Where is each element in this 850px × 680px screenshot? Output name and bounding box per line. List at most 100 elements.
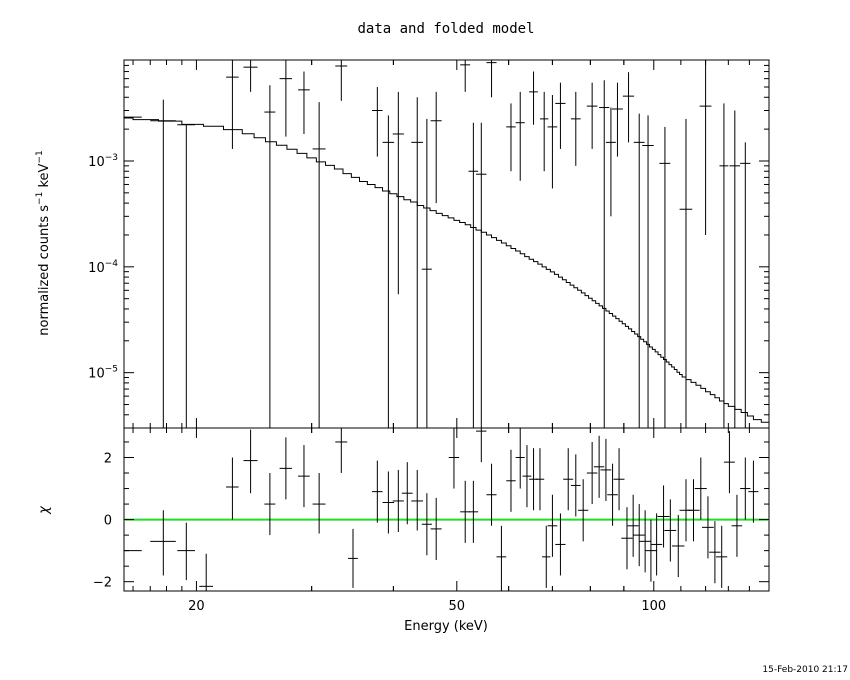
y-tick-label: 10−3 <box>88 153 118 170</box>
residual-point <box>687 479 700 542</box>
data-point <box>411 97 424 428</box>
residual-point <box>633 504 645 567</box>
data-point <box>177 124 196 428</box>
y-tick-base: 10 <box>88 155 105 170</box>
bottom-panel-frame <box>123 427 770 592</box>
residual-point <box>382 471 395 534</box>
residual-point <box>542 525 551 588</box>
data-point <box>605 107 616 217</box>
data-point <box>460 60 471 92</box>
data-point <box>150 99 176 428</box>
residual-data-points <box>123 428 759 591</box>
timestamp: 15-Feb-2010 21:17 <box>762 665 848 675</box>
data-point <box>611 82 623 157</box>
residual-point <box>335 428 348 474</box>
chart-title: data and folded model <box>357 21 534 37</box>
residual-point <box>702 496 714 559</box>
residual-point <box>586 441 598 505</box>
residual-point <box>716 525 728 588</box>
data-point <box>312 102 326 428</box>
x-tick-label: 100 <box>641 599 666 614</box>
data-point <box>392 91 404 295</box>
residual-point <box>448 428 460 489</box>
residual-point <box>627 494 639 557</box>
residual-point <box>547 494 558 557</box>
folded-model-line <box>124 117 769 423</box>
x-tick-labels: 20 50 100 <box>188 599 666 614</box>
residual-point <box>563 448 574 511</box>
residual-point <box>421 493 432 556</box>
top-y-axis-label: normalized counts s−1 keV−1 <box>35 150 52 335</box>
top-y-tick-labels: 10−310−410−5 <box>88 153 118 382</box>
y-tick-base: 10 <box>88 367 105 382</box>
data-point <box>570 91 581 166</box>
data-point <box>123 116 142 428</box>
residual-point <box>430 497 442 560</box>
residual-point <box>650 513 663 576</box>
residual-point <box>657 485 670 548</box>
ylabel-exponent-1: −1 <box>35 192 45 205</box>
data-point <box>740 142 751 428</box>
data-point <box>476 122 487 428</box>
data-point <box>679 118 693 428</box>
y-tick-label: 10−5 <box>88 365 118 382</box>
y-tick-exponent: −5 <box>105 365 118 375</box>
ylabel-main: normalized counts s <box>37 205 52 336</box>
data-point <box>430 91 442 204</box>
data-point <box>264 85 276 428</box>
ylabel-exponent-2: −1 <box>35 150 45 163</box>
ylabel-unit: keV <box>37 163 52 191</box>
bottom-axis-ticks <box>124 428 770 591</box>
residual-point <box>522 445 532 508</box>
bottom-y-tick-labels: 2 0 −2 <box>93 451 112 590</box>
residual-point <box>639 510 651 573</box>
residual-point <box>555 513 566 576</box>
residual-point <box>723 431 735 494</box>
data-point <box>515 91 525 181</box>
residual-point <box>243 429 258 494</box>
residual-point <box>709 521 721 584</box>
data-point <box>729 110 741 428</box>
y-tick-label: −2 <box>93 576 112 591</box>
data-point <box>382 115 395 428</box>
residual-point <box>312 473 326 534</box>
y-tick-label: 0 <box>104 514 112 529</box>
residual-point <box>607 463 618 526</box>
residual-point <box>740 457 751 520</box>
residual-point <box>731 494 743 557</box>
residual-point <box>298 445 310 508</box>
residual-point <box>199 553 213 591</box>
data-point <box>555 82 566 149</box>
residual-point <box>468 480 479 543</box>
residual-point <box>460 480 471 543</box>
x-axis-label: Energy (keV) <box>404 619 488 634</box>
residual-point <box>476 428 487 463</box>
data-point <box>298 71 310 134</box>
residual-point <box>264 473 276 536</box>
data-point <box>659 126 671 428</box>
data-point <box>719 103 729 428</box>
data-point <box>622 72 635 143</box>
residual-point <box>486 463 497 526</box>
residual-point <box>570 454 581 517</box>
residual-point <box>372 460 383 523</box>
data-point <box>279 60 293 137</box>
top-panel: 10−310−410−5 <box>88 59 770 429</box>
data-point <box>421 118 432 428</box>
residual-point <box>593 435 605 498</box>
residual-point <box>123 522 142 582</box>
data-point <box>539 91 549 172</box>
bottom-y-axis-label: χ <box>37 505 52 515</box>
y-tick-base: 10 <box>88 261 105 276</box>
data-point <box>633 113 645 428</box>
top-axis-ticks <box>124 60 770 429</box>
residual-point <box>671 514 685 578</box>
x-tick-label: 50 <box>449 599 466 614</box>
data-point <box>529 71 538 125</box>
y-tick-exponent: −3 <box>105 153 118 163</box>
residual-point <box>279 437 293 500</box>
residual-point <box>411 469 424 531</box>
residual-point <box>535 448 545 511</box>
data-point <box>699 60 712 235</box>
